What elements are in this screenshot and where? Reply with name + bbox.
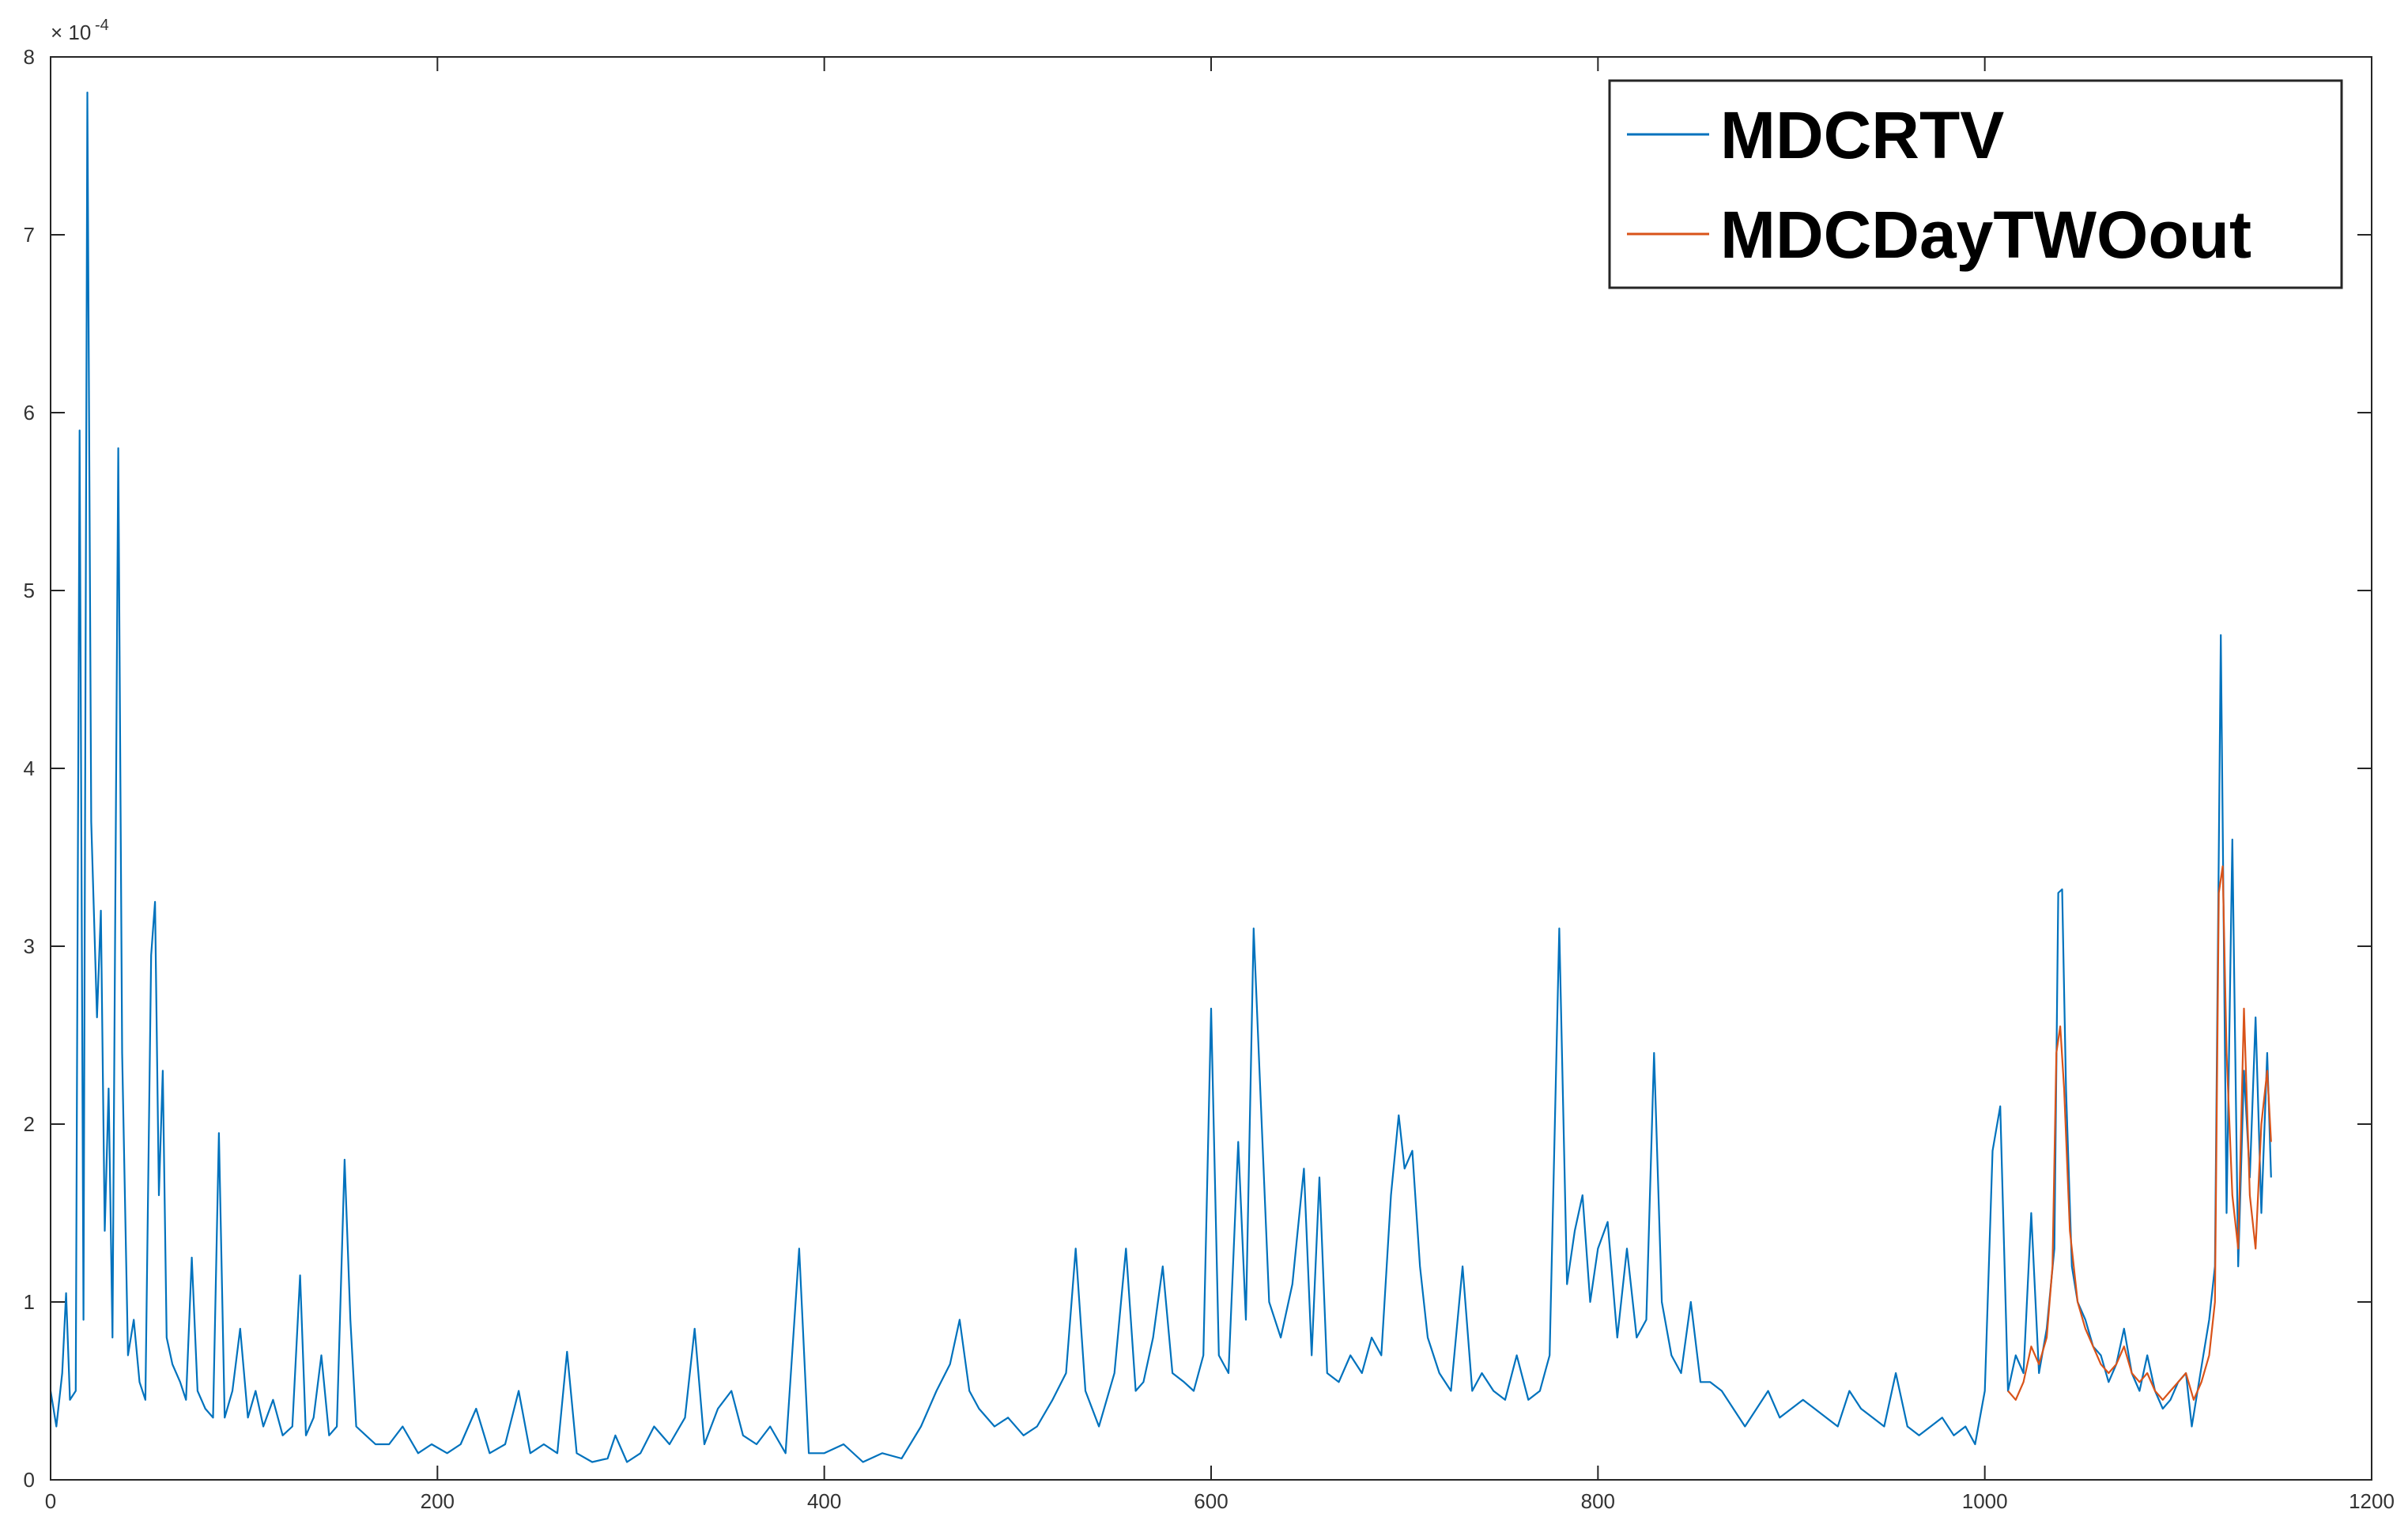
- x-tick-label: 1200: [2349, 1489, 2395, 1513]
- legend-box: [1608, 79, 2343, 289]
- y-tick-label: 7: [24, 223, 35, 247]
- y-tick-label: 2: [24, 1112, 35, 1136]
- x-tick-label: 800: [1581, 1489, 1615, 1513]
- y-exponent-base: × 10: [51, 21, 91, 44]
- x-tick-label: 200: [421, 1489, 455, 1513]
- x-tick-label: 600: [1194, 1489, 1228, 1513]
- x-tick-label: 0: [45, 1489, 56, 1513]
- y-tick-label: 1: [24, 1290, 35, 1314]
- legend-label-mdcdaytwoout: MDCDayTWOout: [1720, 198, 2251, 272]
- legend: MDCRTV MDCDayTWOout: [1608, 79, 2343, 289]
- series-line-mdcdaytwoout: [2007, 865, 2272, 1401]
- y-exponent-label: × 10 -4: [51, 17, 109, 44]
- y-exponent-power: -4: [95, 17, 109, 34]
- legend-label-mdcrtv: MDCRTV: [1720, 98, 2004, 172]
- x-tick-label: 1000: [1962, 1489, 2008, 1513]
- series-line-mdcrtv: [49, 91, 2272, 1463]
- x-tick-label: 400: [807, 1489, 841, 1513]
- tick-layer: 0 200 400 600 800 1000 1200 0 1 2 3 4 5 6 7 8: [24, 45, 2395, 1513]
- y-tick-label: 6: [24, 401, 35, 425]
- y-tick-label: 0: [24, 1468, 35, 1492]
- series-layer: [49, 91, 2272, 1463]
- y-tick-label: 8: [24, 45, 35, 69]
- y-tick-label: 3: [24, 934, 35, 958]
- y-tick-label: 5: [24, 579, 35, 602]
- plot-background: [51, 57, 2372, 1480]
- y-tick-label: 4: [24, 757, 35, 780]
